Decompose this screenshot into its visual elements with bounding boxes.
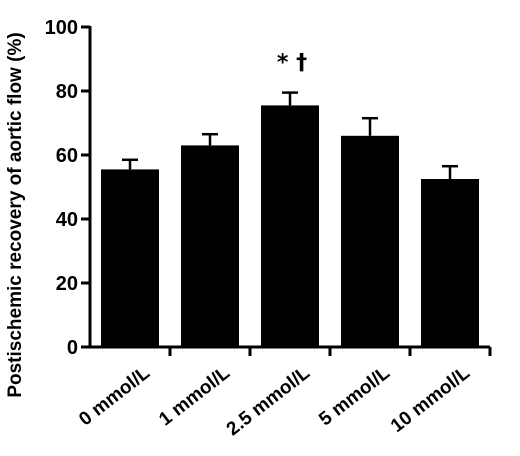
y-tick-label: 80 (56, 81, 78, 103)
annotations: * † (277, 51, 307, 76)
y-tick-label: 60 (56, 145, 78, 167)
y-tick-label: 0 (67, 337, 78, 359)
y-tick-label: 20 (56, 273, 78, 295)
x-tick-label: 10 mmol/L (387, 362, 474, 437)
x-tick-label: 1 mmol/L (155, 362, 234, 430)
y-ticks: 0 20 40 60 80 100 (45, 17, 90, 359)
bars (101, 105, 479, 348)
y-tick-label: 100 (45, 17, 78, 39)
x-tick-label: 0 mmol/L (75, 362, 154, 430)
x-ticks: 0 mmol/L 1 mmol/L2.5 mmol/L 5 mmol/L10 mmo… (75, 347, 492, 440)
x-tick-label: 2.5 mmol/L (223, 362, 314, 440)
significance-annotation: * † (277, 51, 307, 76)
bar (181, 145, 239, 347)
bar (101, 169, 159, 347)
bar (261, 105, 319, 348)
y-tick-label: 40 (56, 209, 78, 231)
bar (421, 179, 479, 347)
error-bars (122, 91, 458, 179)
y-axis-label: Postischemic recovery of aortic flow (%) (5, 32, 26, 397)
x-tick-label: 5 mmol/L (315, 362, 394, 430)
bar (341, 135, 399, 347)
